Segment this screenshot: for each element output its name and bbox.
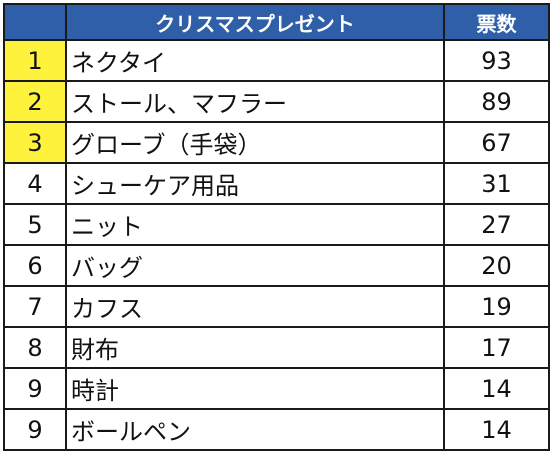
rank-cell: 7 xyxy=(3,285,67,328)
votes-cell: 20 xyxy=(443,244,550,287)
table-row: 6 バッグ 20 xyxy=(3,244,550,287)
table-row: 7 カフス 19 xyxy=(3,285,550,328)
item-cell: グローブ（手袋） xyxy=(65,121,445,164)
table-row: 1 ネクタイ 93 xyxy=(3,39,550,82)
table-row: 5 ニット 27 xyxy=(3,203,550,246)
table-row: 4 シューケア用品 31 xyxy=(3,162,550,205)
item-cell: 時計 xyxy=(65,367,445,410)
rank-cell: 8 xyxy=(3,326,67,369)
table-row: 3 グローブ（手袋） 67 xyxy=(3,121,550,164)
votes-cell: 93 xyxy=(443,39,550,82)
item-cell: ニット xyxy=(65,203,445,246)
item-cell: ネクタイ xyxy=(65,39,445,82)
rank-cell: 4 xyxy=(3,162,67,205)
table-row: 9 ボールペン 14 xyxy=(3,408,550,451)
table-row: 9 時計 14 xyxy=(3,367,550,410)
header-row: クリスマスプレゼント 票数 xyxy=(3,3,550,41)
votes-cell: 27 xyxy=(443,203,550,246)
rank-cell: 9 xyxy=(3,367,67,410)
item-cell: 財布 xyxy=(65,326,445,369)
item-cell: ボールペン xyxy=(65,408,445,451)
header-item-cell: クリスマスプレゼント xyxy=(65,3,445,41)
item-cell: バッグ xyxy=(65,244,445,287)
table-row: 8 財布 17 xyxy=(3,326,550,369)
item-cell: ストール、マフラー xyxy=(65,80,445,123)
rank-cell: 9 xyxy=(3,408,67,451)
table-row: 2 ストール、マフラー 89 xyxy=(3,80,550,123)
item-cell: カフス xyxy=(65,285,445,328)
votes-cell: 31 xyxy=(443,162,550,205)
ranking-table: クリスマスプレゼント 票数 1 ネクタイ 93 2 ストール、マフラー 89 3… xyxy=(3,3,550,451)
votes-cell: 14 xyxy=(443,408,550,451)
rank-cell: 3 xyxy=(3,121,67,164)
votes-cell: 89 xyxy=(443,80,550,123)
rank-cell: 2 xyxy=(3,80,67,123)
header-rank-cell xyxy=(3,3,67,41)
item-cell: シューケア用品 xyxy=(65,162,445,205)
votes-cell: 67 xyxy=(443,121,550,164)
votes-cell: 19 xyxy=(443,285,550,328)
table-body: 1 ネクタイ 93 2 ストール、マフラー 89 3 グローブ（手袋） 67 4… xyxy=(3,39,550,451)
rank-cell: 5 xyxy=(3,203,67,246)
votes-cell: 14 xyxy=(443,367,550,410)
votes-cell: 17 xyxy=(443,326,550,369)
header-votes-cell: 票数 xyxy=(443,3,550,41)
rank-cell: 1 xyxy=(3,39,67,82)
table-header: クリスマスプレゼント 票数 xyxy=(3,3,550,41)
rank-cell: 6 xyxy=(3,244,67,287)
